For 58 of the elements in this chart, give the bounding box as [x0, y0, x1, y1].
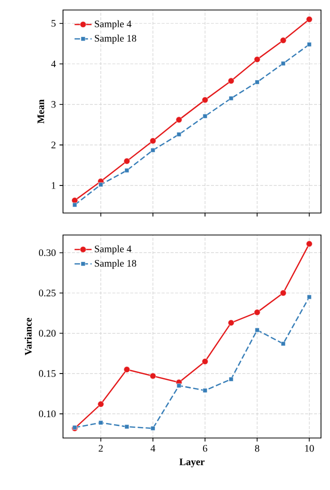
y-tick-label: 0.25	[38, 290, 56, 296]
point	[280, 342, 286, 346]
point	[228, 320, 234, 326]
point	[176, 132, 182, 137]
point	[124, 424, 130, 429]
point	[254, 56, 260, 63]
point	[202, 358, 208, 365]
point	[98, 420, 104, 425]
y-tick-label: 4	[51, 60, 56, 68]
point	[150, 148, 156, 152]
point	[280, 61, 286, 66]
point	[307, 42, 312, 47]
point	[228, 376, 234, 382]
point	[254, 328, 260, 332]
point	[202, 114, 208, 118]
point	[254, 309, 260, 316]
x-tick-label: 2	[98, 445, 103, 452]
point	[306, 16, 312, 22]
point	[228, 96, 234, 101]
y-tick-label: 0.30	[38, 249, 56, 256]
point	[150, 426, 156, 431]
point	[98, 401, 104, 408]
legend-label: Sample 4	[94, 20, 132, 30]
point	[202, 388, 208, 393]
point	[280, 37, 286, 44]
x-axis-title: Layer	[179, 458, 205, 468]
y-tick-label: 0.20	[38, 330, 56, 337]
point	[307, 294, 312, 300]
point	[202, 96, 208, 104]
point	[150, 138, 156, 144]
x-tick-label: 10	[305, 445, 314, 452]
point	[150, 372, 156, 380]
legend-label: Sample 4	[94, 245, 132, 254]
point	[124, 366, 130, 373]
legend-label: Sample 18	[94, 260, 136, 269]
point	[254, 80, 260, 84]
y-tick-label: 5	[52, 20, 56, 27]
point	[98, 182, 104, 187]
point	[124, 168, 130, 173]
x-tick-label: 4	[150, 445, 156, 452]
legend-label: Sample 18	[94, 34, 136, 44]
x-tick-label: 6	[202, 445, 208, 452]
point	[176, 116, 182, 123]
y-tick-label: 1	[52, 182, 56, 189]
y-tick-label: 2	[51, 142, 56, 148]
y-axis-title: Mean	[38, 99, 44, 124]
y-tick-label: 3	[51, 101, 56, 108]
y-tick-label: 0.10	[38, 410, 56, 418]
point	[306, 240, 312, 247]
point	[280, 290, 286, 296]
point	[72, 197, 78, 204]
point	[176, 383, 182, 388]
point	[72, 202, 77, 208]
point	[124, 158, 130, 164]
point	[228, 78, 234, 84]
y-axis-title: Variance	[24, 318, 32, 356]
y-tick-label: 0.15	[38, 370, 56, 377]
x-tick-label: 8	[255, 445, 260, 452]
